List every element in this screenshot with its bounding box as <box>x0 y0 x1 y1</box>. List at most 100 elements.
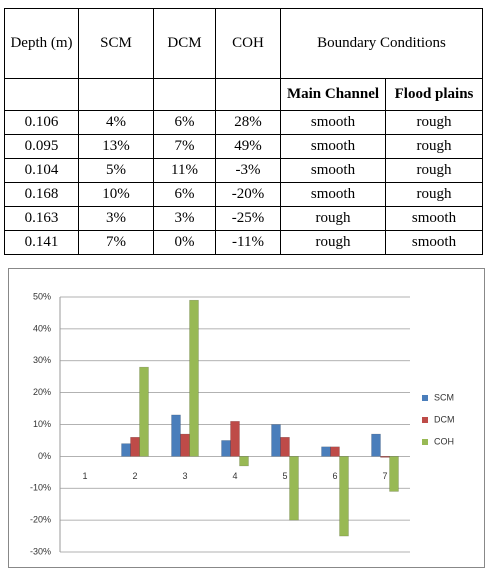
table-cell: 11% <box>153 158 216 183</box>
x-tick-label: 2 <box>132 471 137 481</box>
bar <box>321 446 331 457</box>
table-cell: -20% <box>215 182 281 207</box>
table-cell: rough <box>385 182 483 207</box>
header-cell: COH <box>215 8 281 79</box>
table-cell: 0% <box>153 230 216 255</box>
bar <box>271 424 281 457</box>
legend-swatch <box>422 439 428 445</box>
y-tick-label: -30% <box>30 546 51 556</box>
table-cell: rough <box>385 110 483 135</box>
bar <box>189 299 199 457</box>
header-row: Depth (m) SCM DCM COH Boundary Condition… <box>4 8 483 79</box>
legend-swatch <box>422 417 428 423</box>
table-cell: 28% <box>215 110 281 135</box>
table-cell: smooth <box>280 182 386 207</box>
y-tick-label: 0% <box>38 451 51 461</box>
table-cell: 3% <box>153 206 216 231</box>
table-cell: 0.095 <box>4 134 79 159</box>
x-tick-label: 7 <box>382 471 387 481</box>
x-tick-label: 6 <box>332 471 337 481</box>
table-cell: 7% <box>78 230 154 255</box>
table-cell: 0.163 <box>4 206 79 231</box>
bar <box>330 446 340 457</box>
table-cell: 6% <box>153 182 216 207</box>
table-cell: 0.104 <box>4 158 79 183</box>
x-tick-label: 5 <box>282 471 287 481</box>
bar <box>171 414 181 457</box>
table-cell: 13% <box>78 134 154 159</box>
legend-label: SCM <box>434 392 454 402</box>
table-cell: smooth <box>280 134 386 159</box>
y-tick-label: 20% <box>33 387 51 397</box>
table-cell: 5% <box>78 158 154 183</box>
table-cell: -25% <box>215 206 281 231</box>
x-tick-label: 3 <box>182 471 187 481</box>
y-tick-label: 10% <box>33 419 51 429</box>
header-cell: SCM <box>78 8 154 79</box>
table-cell: 7% <box>153 134 216 159</box>
legend-label: COH <box>434 436 454 446</box>
bar <box>380 456 390 458</box>
data-row: 0.168 10% 6% -20% smooth rough <box>4 182 483 207</box>
table-cell: -3% <box>215 158 281 183</box>
bar <box>180 433 190 457</box>
table-cell: -11% <box>215 230 281 255</box>
y-tick-label: 40% <box>33 323 51 333</box>
data-table: Depth (m) SCM DCM COH Boundary Condition… <box>4 8 483 255</box>
empty-cell <box>215 78 281 111</box>
table-cell: 0.106 <box>4 110 79 135</box>
data-row: 0.163 3% 3% -25% rough smooth <box>4 206 483 231</box>
subheader-cell: Main Channel <box>280 78 386 111</box>
bar <box>280 437 290 457</box>
table-cell: 0.168 <box>4 182 79 207</box>
y-tick-label: -10% <box>30 483 51 493</box>
table-cell: 4% <box>78 110 154 135</box>
bar <box>139 366 149 457</box>
table-cell: 6% <box>153 110 216 135</box>
table-cell: smooth <box>280 110 386 135</box>
legend-swatch <box>422 395 428 401</box>
chart: -30% -20% -10% 0% 10% 20% 30% 40% 50% 1 2 3 4 5 6 7 SCM D… <box>8 268 485 568</box>
header-cell: DCM <box>153 8 216 79</box>
bar <box>130 437 140 457</box>
data-row: 0.095 13% 7% 49% smooth rough <box>4 134 483 159</box>
table-cell: rough <box>280 206 386 231</box>
data-row: 0.106 4% 6% 28% smooth rough <box>4 110 483 135</box>
empty-cell <box>4 78 79 111</box>
subheader-cell: Flood plains <box>385 78 483 111</box>
table-cell: rough <box>280 230 386 255</box>
table-cell: 3% <box>78 206 154 231</box>
bar <box>339 456 349 537</box>
table-cell: 0.141 <box>4 230 79 255</box>
bar <box>371 433 381 457</box>
empty-cell <box>153 78 216 111</box>
table-cell: 49% <box>215 134 281 159</box>
subheader-row: Main Channel Flood plains <box>4 78 483 111</box>
bar <box>239 456 249 467</box>
bar <box>121 443 131 457</box>
table-cell: smooth <box>280 158 386 183</box>
x-tick-label: 1 <box>82 471 87 481</box>
y-tick-label: 50% <box>33 291 51 301</box>
legend-label: DCM <box>434 414 455 424</box>
y-tick-label: -20% <box>30 515 51 525</box>
bar <box>230 421 240 457</box>
y-tick-label: 30% <box>33 355 51 365</box>
data-row: 0.104 5% 11% -3% smooth rough <box>4 158 483 183</box>
bar <box>289 456 299 521</box>
bar <box>221 440 231 457</box>
data-row: 0.141 7% 0% -11% rough smooth <box>4 230 483 255</box>
table-cell: 10% <box>78 182 154 207</box>
header-cell: Depth (m) <box>4 8 79 79</box>
group-header: Boundary Conditions <box>280 8 483 79</box>
chart-frame <box>8 268 485 568</box>
table-cell: smooth <box>385 206 483 231</box>
table-cell: smooth <box>385 230 483 255</box>
table-cell: rough <box>385 158 483 183</box>
bar <box>389 456 399 492</box>
table-cell: rough <box>385 134 483 159</box>
x-tick-label: 4 <box>232 471 237 481</box>
empty-cell <box>78 78 154 111</box>
table-body: Depth (m) SCM DCM COH Boundary Condition… <box>4 8 483 255</box>
